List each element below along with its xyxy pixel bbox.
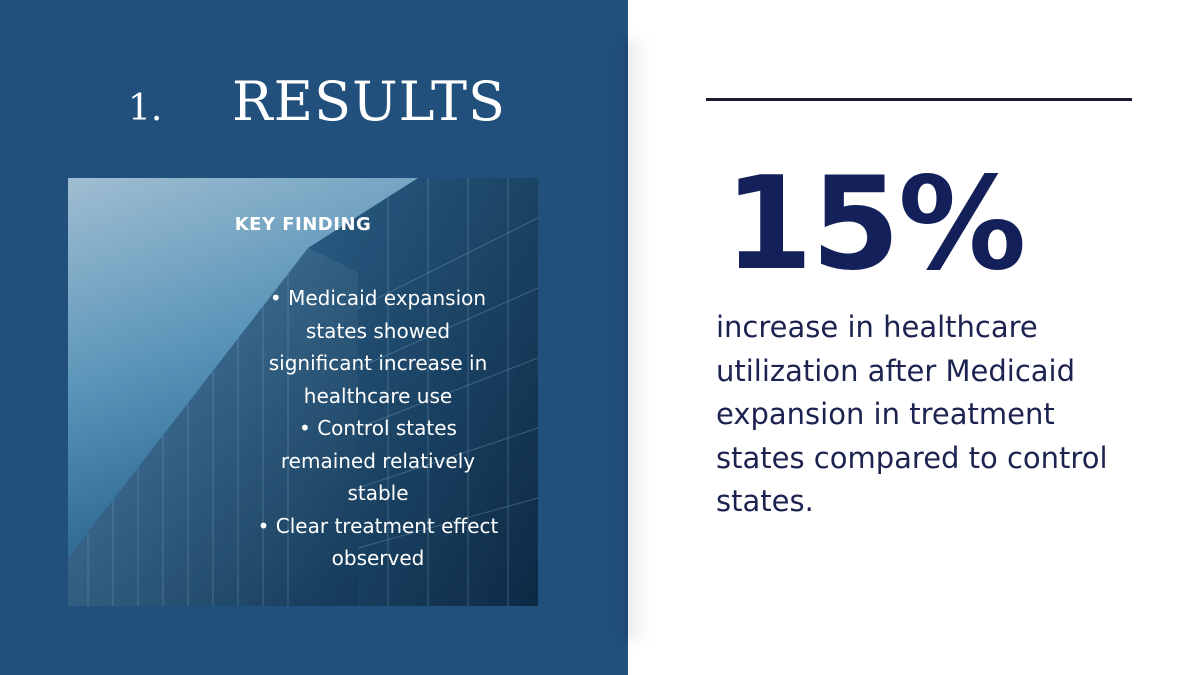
glass-building-photo (68, 178, 538, 606)
finding-line: remained relatively (280, 448, 476, 473)
finding-line: • Medicaid expansion (269, 286, 487, 310)
finding-line: • Clear treatment effect (257, 513, 499, 538)
key-finding-overlay: KEY FINDING • Medicaid expansion states … (68, 178, 538, 606)
key-finding-label: KEY FINDING (234, 214, 372, 235)
finding-line: stable (347, 481, 409, 505)
finding-line: states showed (305, 318, 451, 343)
stat-description: increase in healthcare utilization after… (716, 310, 1108, 518)
finding-line: healthcare use (303, 383, 453, 408)
divider-line (706, 98, 1132, 101)
building-image-card: KEY FINDING • Medicaid expansion states … (68, 178, 538, 606)
finding-line: • Control states (299, 416, 457, 440)
key-finding-points: • Medicaid expansion states showed signi… (248, 282, 508, 575)
section-number: 1. (128, 88, 163, 129)
stat-value: 15% (724, 150, 1026, 299)
panel-shadow (620, 40, 650, 640)
finding-line: significant increase in (268, 351, 488, 375)
slide-title: RESULTS (232, 70, 507, 133)
slide-heading: 1. RESULTS (128, 70, 506, 140)
finding-line: observed (331, 546, 425, 570)
